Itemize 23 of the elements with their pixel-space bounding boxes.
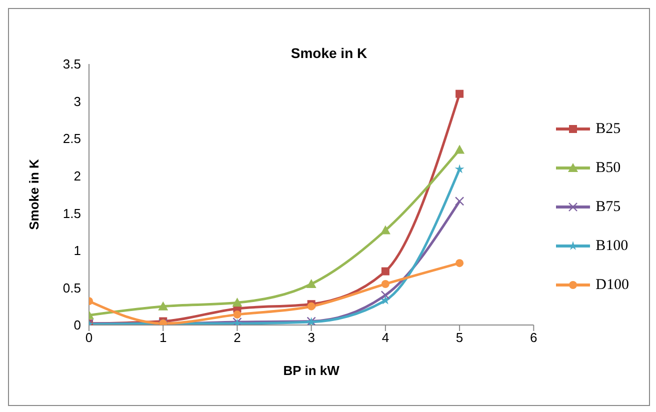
x-tick-label: 5 <box>456 330 464 346</box>
legend-label: D100 <box>596 276 629 294</box>
y-axis-title: Smoke in K <box>26 158 42 230</box>
y-tick-label: 3 <box>74 94 81 109</box>
x-axis-title: BP in kW <box>283 363 340 378</box>
y-tick-label: 2.5 <box>62 131 81 146</box>
y-tick-label: 0 <box>74 318 81 333</box>
y-tick-label: 1.5 <box>62 206 81 221</box>
legend-label: B75 <box>596 198 621 216</box>
legend-label: B25 <box>596 120 621 138</box>
x-tick-label: 2 <box>234 330 241 346</box>
chart-title: Smoke in K <box>290 45 368 61</box>
y-tick-label: 3.5 <box>62 56 81 72</box>
x-tick-label: 6 <box>530 330 538 346</box>
legend-label: B100 <box>596 238 628 254</box>
y-tick-label: 0.5 <box>62 280 81 296</box>
y-tick-label: 1 <box>74 243 81 258</box>
x-tick-label: 3 <box>308 330 315 346</box>
x-tick-label: 1 <box>159 330 167 346</box>
x-tick-label: 0 <box>85 330 93 346</box>
legend-label: B50 <box>596 160 621 176</box>
x-tick-label: 4 <box>382 330 390 346</box>
y-tick-label: 2 <box>74 168 81 184</box>
